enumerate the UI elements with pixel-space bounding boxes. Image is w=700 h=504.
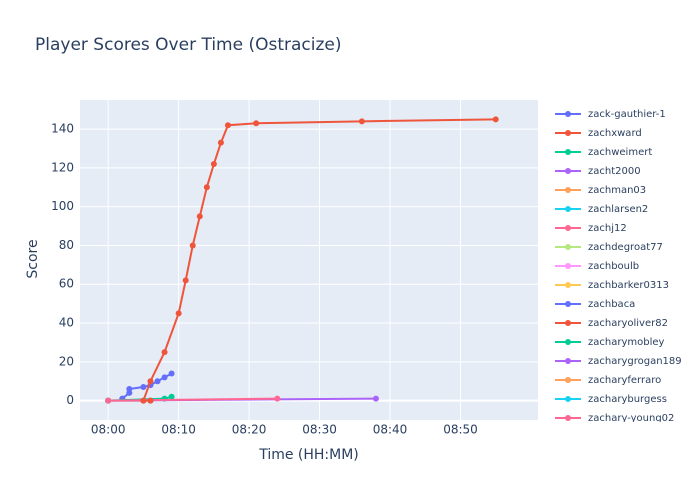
x-tick-label: 08:20 <box>232 423 267 437</box>
x-axis-title: Time (HH:MM) <box>258 447 359 463</box>
y-tick-label: 140 <box>51 122 74 136</box>
data-point <box>182 277 189 284</box>
y-tick-label: 40 <box>59 316 74 330</box>
data-point <box>210 161 217 167</box>
legend-marker <box>565 263 571 269</box>
plot-area <box>80 100 538 420</box>
data-point <box>175 310 182 317</box>
chart-title: Player Scores Over Time (Ostracize) <box>35 35 342 55</box>
series-line <box>108 397 278 402</box>
y-tick-label: 60 <box>59 277 74 291</box>
x-tick-label: 08:10 <box>161 423 196 437</box>
legend-marker <box>565 339 571 345</box>
data-point <box>161 374 168 381</box>
legend-marker <box>565 358 571 364</box>
legend-marker <box>565 244 571 250</box>
legend-label: zachboulb <box>588 261 639 272</box>
legend-label: zachxward <box>588 128 642 139</box>
legend-marker <box>565 377 571 383</box>
legend-marker <box>565 206 571 212</box>
legend-marker <box>565 130 571 136</box>
data-point <box>168 370 175 377</box>
data-point <box>105 397 112 404</box>
data-point <box>358 118 365 125</box>
data-point <box>224 122 231 129</box>
legend-label: zachbarker0313 <box>588 280 669 291</box>
legend-label: zacharyferraro <box>588 375 661 386</box>
data-point <box>189 242 196 249</box>
legend-marker <box>565 320 571 326</box>
data-point <box>253 120 260 127</box>
legend-label: zachweimert <box>588 147 652 158</box>
y-tick-label: 0 <box>66 393 74 407</box>
legend-marker <box>565 225 571 231</box>
legend-label: zachbaca <box>588 299 635 310</box>
data-point <box>168 393 175 400</box>
y-tick-label: 100 <box>51 199 74 213</box>
legend-label: zacharygrogan189 <box>588 356 682 367</box>
x-tick-label: 08:30 <box>302 423 337 437</box>
data-point <box>126 385 133 392</box>
legend-label: zachj12 <box>588 223 627 234</box>
data-point <box>217 139 224 146</box>
x-tick-label: 08:50 <box>443 423 478 437</box>
legend-label: zachlarsen2 <box>588 204 648 215</box>
data-point <box>147 397 154 404</box>
x-tick-label: 08:40 <box>373 423 408 437</box>
y-tick-label: 120 <box>51 160 74 174</box>
legend-marker <box>565 301 571 307</box>
data-point <box>140 384 147 391</box>
data-point <box>140 397 147 404</box>
data-point <box>161 349 168 356</box>
legend-marker <box>565 168 571 174</box>
legend-label: zachary-young02 <box>588 413 674 424</box>
data-point <box>196 213 203 220</box>
data-point <box>492 116 499 123</box>
legend-label: zacharyburgess <box>588 394 667 405</box>
legend-marker <box>565 111 571 117</box>
legend-marker <box>565 282 571 288</box>
legend-label: zachdegroat77 <box>588 242 663 253</box>
legend-marker <box>565 149 571 155</box>
legend-label: zachman03 <box>588 185 646 196</box>
data-point <box>154 378 161 385</box>
legend-marker <box>565 187 571 193</box>
y-tick-label: 20 <box>59 354 74 368</box>
legend-label: zacht2000 <box>588 166 641 177</box>
y-axis-title: Score <box>25 239 41 278</box>
data-point <box>372 395 379 402</box>
x-tick-label: 08:00 <box>91 423 126 437</box>
legend-marker <box>565 396 571 402</box>
data-point <box>203 184 210 191</box>
legend-marker <box>565 415 571 421</box>
data-point <box>147 378 154 385</box>
y-tick-label: 80 <box>59 238 74 252</box>
legend-label: zacharymobley <box>588 337 665 348</box>
data-point <box>274 395 281 402</box>
legend-label: zack-gauthier-1 <box>588 109 666 120</box>
legend-label: zacharyoliver82 <box>588 318 668 329</box>
